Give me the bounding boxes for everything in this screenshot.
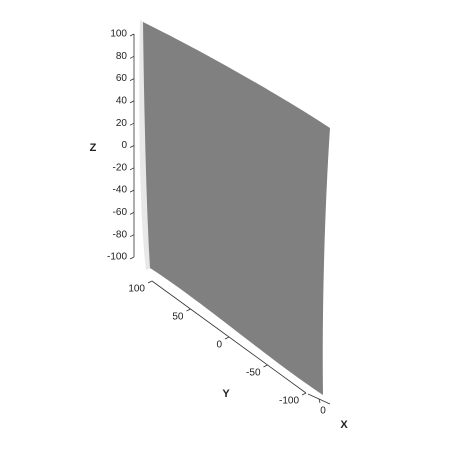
z-tick-label: -100 xyxy=(107,252,127,263)
z-tick-label: -20 xyxy=(113,162,128,173)
z-tick xyxy=(129,33,135,37)
y-tick-label: 50 xyxy=(172,312,184,323)
y-tick xyxy=(301,392,307,396)
z-tick-label: -40 xyxy=(113,185,128,196)
y-tick xyxy=(224,336,230,340)
y-tick-label: 0 xyxy=(216,340,222,351)
z-tick-label: 0 xyxy=(121,140,127,151)
z-tick-label: -80 xyxy=(113,229,128,240)
z-tick-label: 60 xyxy=(116,73,128,84)
z-tick xyxy=(129,167,135,171)
y-tick-label: 100 xyxy=(128,284,145,295)
x-tick xyxy=(318,398,321,404)
x-tick-label: 0 xyxy=(320,406,326,417)
z-tick xyxy=(129,145,135,148)
z-tick-label: 20 xyxy=(116,118,128,129)
z-tick xyxy=(129,256,135,260)
surface xyxy=(143,22,330,395)
z-tick-label: -60 xyxy=(113,207,128,218)
y-tick-label: -100 xyxy=(279,396,299,407)
z-axis-label: Z xyxy=(90,142,97,154)
z-tick xyxy=(129,122,135,126)
z-tick xyxy=(129,189,135,193)
z-tick xyxy=(129,100,135,104)
y-axis-label: Y xyxy=(222,388,230,400)
y-tick xyxy=(186,308,191,312)
z-tick xyxy=(129,55,135,59)
x-axis-label: X xyxy=(340,419,348,431)
z-tick-label: 100 xyxy=(110,29,127,40)
z-tick-label: 40 xyxy=(116,96,128,107)
y-tick xyxy=(147,280,153,284)
y-tick-label: -50 xyxy=(246,368,261,379)
z-tick xyxy=(129,78,135,81)
z-tick xyxy=(129,234,135,238)
z-tick-label: 80 xyxy=(116,51,128,62)
y-tick xyxy=(263,364,268,368)
z-tick xyxy=(129,212,135,215)
